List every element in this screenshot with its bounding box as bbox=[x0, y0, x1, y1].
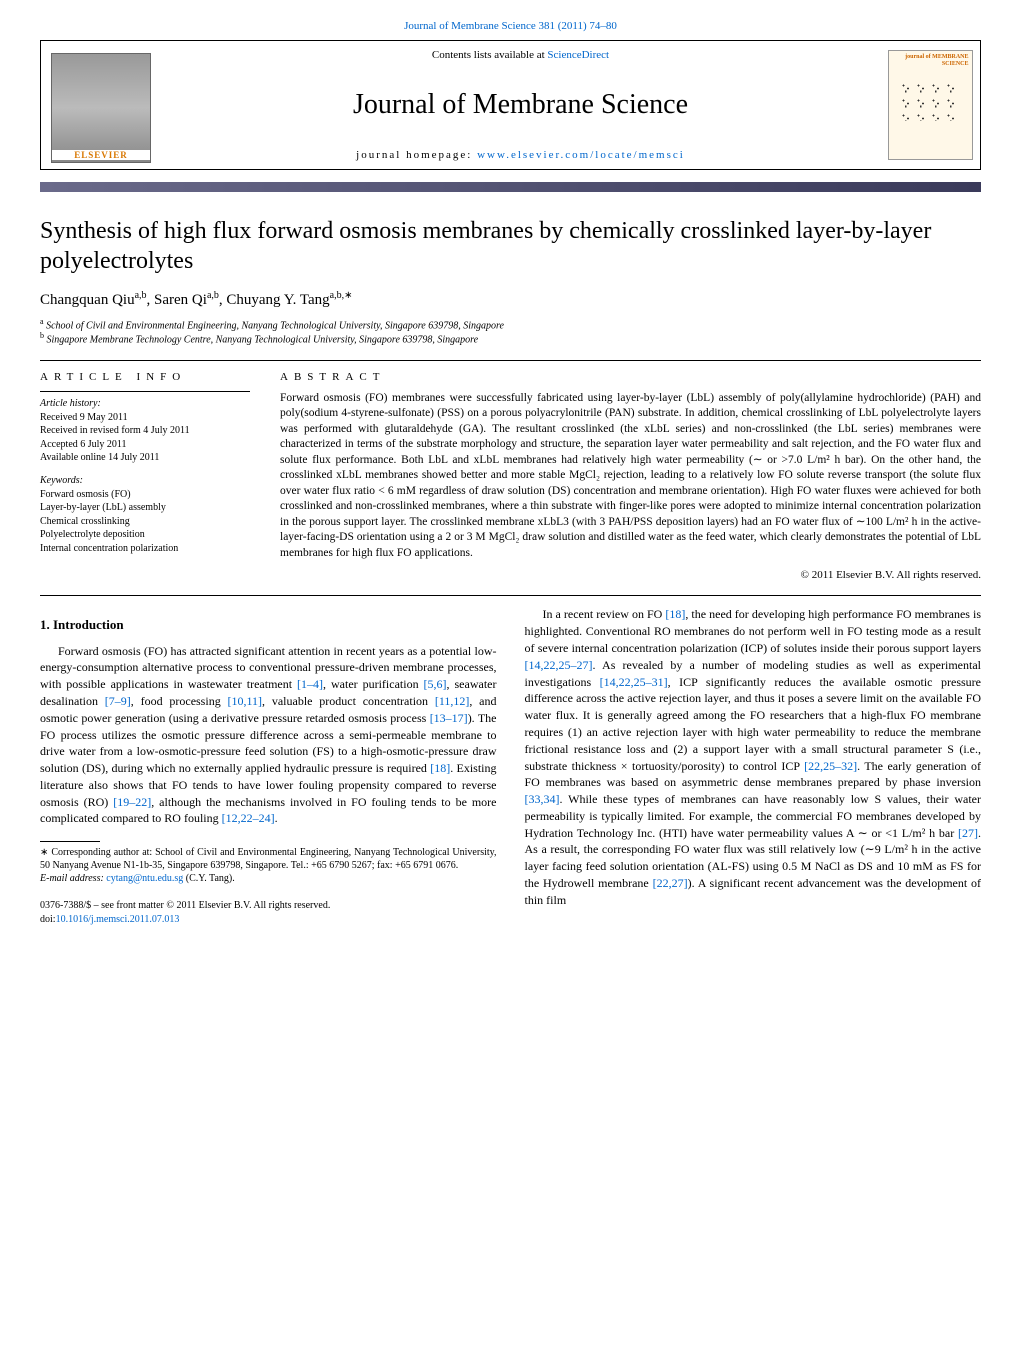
body-columns: 1. Introduction Forward osmosis (FO) has… bbox=[40, 606, 981, 927]
keyword: Layer-by-layer (LbL) assembly bbox=[40, 501, 250, 515]
doi-prefix: doi: bbox=[40, 914, 56, 925]
article-history: Article history: Received 9 May 2011 Rec… bbox=[40, 391, 250, 465]
affiliation-a: a School of Civil and Environmental Engi… bbox=[40, 317, 981, 331]
footnote-separator bbox=[40, 841, 100, 842]
section-heading-intro: 1. Introduction bbox=[40, 616, 497, 634]
abstract-heading: abstract bbox=[280, 371, 981, 383]
keywords-title: Keywords: bbox=[40, 475, 250, 486]
header-center: Contents lists available at ScienceDirec… bbox=[161, 41, 880, 169]
affiliation-b: b Singapore Membrane Technology Centre, … bbox=[40, 331, 981, 345]
corr-text: ∗ Corresponding author at: School of Civ… bbox=[40, 846, 497, 872]
elsevier-tree-graphic: ELSEVIER bbox=[51, 53, 151, 163]
divider bbox=[40, 595, 981, 596]
journal-header: ELSEVIER Contents lists available at Sci… bbox=[40, 40, 981, 170]
keyword: Internal concentration polarization bbox=[40, 542, 250, 556]
abstract-column: abstract Forward osmosis (FO) membranes … bbox=[280, 371, 981, 582]
bottom-meta: 0376-7388/$ – see front matter © 2011 El… bbox=[40, 899, 497, 927]
doi-link[interactable]: 10.1016/j.memsci.2011.07.013 bbox=[56, 914, 180, 925]
article-info-column: article info Article history: Received 9… bbox=[40, 371, 250, 582]
article-title: Synthesis of high flux forward osmosis m… bbox=[40, 216, 981, 276]
abstract-copyright: © 2011 Elsevier B.V. All rights reserved… bbox=[280, 569, 981, 581]
gradient-divider bbox=[40, 182, 981, 192]
elsevier-label: ELSEVIER bbox=[52, 150, 150, 160]
article-info-heading: article info bbox=[40, 371, 250, 383]
history-line: Available online 14 July 2011 bbox=[40, 451, 250, 465]
journal-homepage: journal homepage: www.elsevier.com/locat… bbox=[173, 149, 868, 161]
info-abstract-row: article info Article history: Received 9… bbox=[40, 371, 981, 582]
abstract-text: Forward osmosis (FO) membranes were succ… bbox=[280, 391, 981, 562]
citation-link[interactable]: Journal of Membrane Science 381 (2011) 7… bbox=[404, 20, 617, 32]
homepage-link[interactable]: www.elsevier.com/locate/memsci bbox=[477, 149, 685, 161]
contents-available: Contents lists available at ScienceDirec… bbox=[173, 49, 868, 61]
history-title: Article history: bbox=[40, 398, 250, 409]
email-line: E-mail address: cytang@ntu.edu.sg (C.Y. … bbox=[40, 872, 497, 885]
history-line: Received in revised form 4 July 2011 bbox=[40, 424, 250, 438]
keyword: Chemical crosslinking bbox=[40, 515, 250, 529]
keyword: Polyelectrolyte deposition bbox=[40, 528, 250, 542]
affiliations: a School of Civil and Environmental Engi… bbox=[40, 317, 981, 346]
homepage-prefix: journal homepage: bbox=[356, 149, 477, 161]
cover-graphic bbox=[899, 81, 962, 121]
journal-citation: Journal of Membrane Science 381 (2011) 7… bbox=[40, 20, 981, 32]
corresponding-author-footnote: ∗ Corresponding author at: School of Civ… bbox=[40, 846, 497, 885]
intro-para-1: Forward osmosis (FO) has attracted signi… bbox=[40, 643, 497, 828]
cover-thumbnail: journal of MEMBRANE SCIENCE bbox=[888, 50, 973, 160]
divider bbox=[40, 360, 981, 361]
publisher-logo-cell: ELSEVIER bbox=[41, 41, 161, 169]
issn-line: 0376-7388/$ – see front matter © 2011 El… bbox=[40, 899, 497, 913]
keywords-block: Keywords: Forward osmosis (FO) Layer-by-… bbox=[40, 475, 250, 556]
authors: Changquan Qiua,b, Saren Qia,b, Chuyang Y… bbox=[40, 290, 981, 309]
email-link[interactable]: cytang@ntu.edu.sg bbox=[106, 873, 183, 884]
email-label: E-mail address: bbox=[40, 873, 106, 884]
intro-para-2: In a recent review on FO [18], the need … bbox=[525, 606, 982, 908]
cover-cell: journal of MEMBRANE SCIENCE bbox=[880, 41, 980, 169]
history-line: Accepted 6 July 2011 bbox=[40, 438, 250, 452]
cover-title: journal of MEMBRANE SCIENCE bbox=[889, 51, 972, 70]
doi-line: doi:10.1016/j.memsci.2011.07.013 bbox=[40, 913, 497, 927]
contents-prefix: Contents lists available at bbox=[432, 49, 547, 61]
journal-name: Journal of Membrane Science bbox=[173, 89, 868, 121]
email-suffix: (C.Y. Tang). bbox=[183, 873, 234, 884]
keyword: Forward osmosis (FO) bbox=[40, 488, 250, 502]
history-line: Received 9 May 2011 bbox=[40, 411, 250, 425]
sciencedirect-link[interactable]: ScienceDirect bbox=[547, 49, 609, 61]
